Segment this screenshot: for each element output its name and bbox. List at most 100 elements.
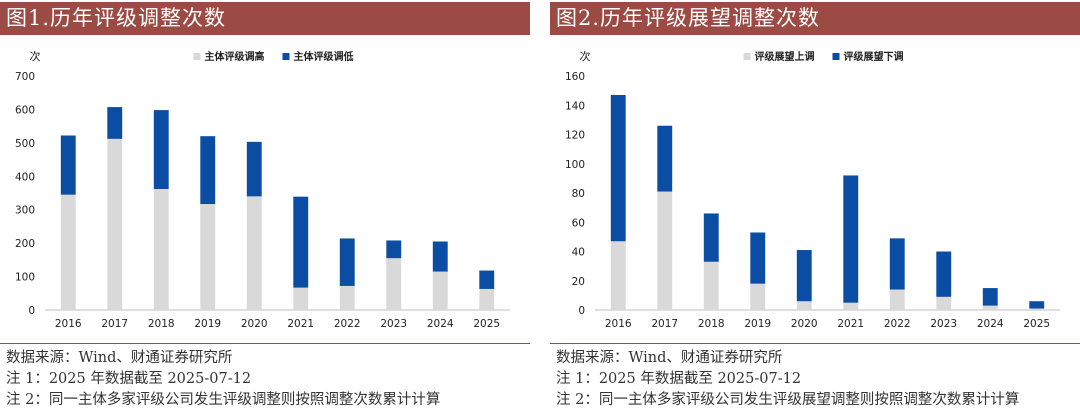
bar-up — [339, 285, 355, 310]
figure-title: 图1.历年评级调整次数 — [0, 2, 530, 35]
rating-adjustment-chart: 次 0 100 200 300 400 500 600 700 主体评级调高 主体评级调低 2016 2… — [15, 49, 510, 330]
y-tick-label: 140 — [565, 100, 585, 112]
y-tick-label: 40 — [572, 247, 585, 259]
bar-down — [657, 125, 673, 192]
x-tick-label: 2023 — [930, 318, 957, 330]
bar-down — [107, 107, 123, 139]
legend-swatch — [743, 53, 751, 60]
bar-down — [293, 196, 309, 288]
bar-up — [60, 194, 76, 310]
y-tick-label: 300 — [15, 205, 35, 217]
data-source: 数据来源：Wind、财通证券研究所 — [6, 350, 233, 366]
x-tick-label: 2018 — [148, 318, 175, 330]
bar-up — [982, 305, 998, 310]
divider — [0, 343, 530, 344]
bar-up — [432, 271, 448, 310]
bar-down — [703, 213, 719, 262]
bar-up — [153, 188, 169, 310]
y-tick-label: 0 — [28, 305, 35, 317]
legend-label: 主体评级调高 — [205, 50, 265, 63]
legend-label: 主体评级调低 — [294, 50, 354, 63]
note-1: 注 1：2025 年数据截至 2025-07-12 — [556, 371, 802, 387]
y-tick-label: 0 — [578, 305, 585, 317]
x-tick-label: 2016 — [605, 318, 632, 330]
bar-down — [796, 250, 812, 302]
x-tick-label: 2022 — [884, 318, 911, 330]
bar-up — [889, 289, 905, 310]
y-tick-label: 160 — [565, 71, 585, 83]
bar-up — [200, 204, 216, 310]
bar-up — [1029, 308, 1045, 310]
legend-swatch — [193, 53, 201, 60]
bar-down — [479, 270, 495, 289]
x-tick-label: 2021 — [287, 318, 314, 330]
bar-up — [843, 302, 859, 310]
bar-down — [843, 175, 859, 303]
bar-down — [982, 288, 998, 306]
y-tick-label: 60 — [572, 217, 585, 229]
y-tick-label: 100 — [15, 272, 35, 284]
bar-up — [107, 138, 123, 310]
bar-down — [1029, 301, 1045, 309]
bar-down — [153, 110, 169, 189]
x-tick-label: 2019 — [744, 318, 771, 330]
bar-down — [889, 238, 905, 290]
bar-up — [386, 258, 402, 310]
bar-down — [610, 95, 626, 242]
y-tick-label: 700 — [15, 71, 35, 83]
divider — [550, 343, 1080, 344]
y-tick-label: 500 — [15, 138, 35, 150]
y-tick-label: 80 — [572, 188, 585, 200]
x-tick-label: 2016 — [55, 318, 82, 330]
figure-title: 图2.历年评级展望调整次数 — [550, 2, 1080, 35]
y-tick-label: 100 — [565, 159, 585, 171]
y-tick-label: 600 — [15, 104, 35, 116]
x-tick-label: 2024 — [977, 318, 1004, 330]
bar-up — [936, 296, 952, 310]
bar-down — [936, 251, 952, 297]
x-tick-label: 2021 — [837, 318, 864, 330]
y-axis-unit: 次 — [30, 49, 41, 63]
data-source: 数据来源：Wind、财通证券研究所 — [556, 350, 783, 366]
bar-up — [610, 241, 626, 310]
y-tick-label: 200 — [15, 238, 35, 250]
x-tick-label: 2024 — [427, 318, 454, 330]
bar-up — [796, 301, 812, 310]
bar-down — [246, 141, 262, 197]
bar-up — [750, 283, 766, 310]
x-tick-label: 2020 — [241, 318, 268, 330]
legend-label: 评级展望下调 — [844, 50, 904, 63]
chart-panel-outlook-adjustments: 图2.历年评级展望调整次数 次 0 20 40 60 80 100 120 140 160 评级展望… — [550, 0, 1080, 408]
x-tick-label: 2020 — [791, 318, 818, 330]
legend-label: 评级展望上调 — [755, 50, 815, 63]
x-tick-label: 2018 — [698, 318, 725, 330]
note-1: 注 1：2025 年数据截至 2025-07-12 — [6, 371, 252, 387]
bar-up — [293, 287, 309, 310]
x-tick-label: 2017 — [651, 318, 678, 330]
legend-swatch — [832, 53, 840, 60]
outlook-adjustment-chart: 次 0 20 40 60 80 100 120 140 160 评级展望上调 评级展望下调 2016 20… — [565, 49, 1060, 330]
y-axis-unit: 次 — [580, 49, 591, 63]
x-tick-label: 2025 — [473, 318, 500, 330]
bar-down — [386, 240, 402, 259]
chart-panel-rating-adjustments: 图1.历年评级调整次数 次 0 100 200 300 400 500 600 700 主体评级调… — [0, 0, 530, 408]
bar-up — [246, 196, 262, 310]
bar-down — [432, 241, 448, 272]
note-2: 注 2：同一主体多家评级公司发生评级展望调整则按照调整次数累计计算 — [556, 392, 1020, 408]
x-tick-label: 2019 — [194, 318, 221, 330]
bar-up — [657, 191, 673, 310]
bar-up — [703, 261, 719, 310]
note-2: 注 2：同一主体多家评级公司发生评级调整则按照调整次数累计计算 — [6, 392, 441, 408]
bar-down — [60, 135, 76, 195]
y-tick-label: 400 — [15, 171, 35, 183]
x-tick-label: 2017 — [101, 318, 128, 330]
bar-down — [339, 238, 355, 286]
bar-down — [200, 136, 216, 205]
x-tick-label: 2023 — [380, 318, 407, 330]
x-tick-label: 2025 — [1023, 318, 1050, 330]
bar-up — [479, 288, 495, 310]
y-tick-label: 120 — [565, 130, 585, 142]
x-tick-label: 2022 — [334, 318, 361, 330]
bar-down — [750, 232, 766, 284]
legend-swatch — [282, 53, 290, 60]
